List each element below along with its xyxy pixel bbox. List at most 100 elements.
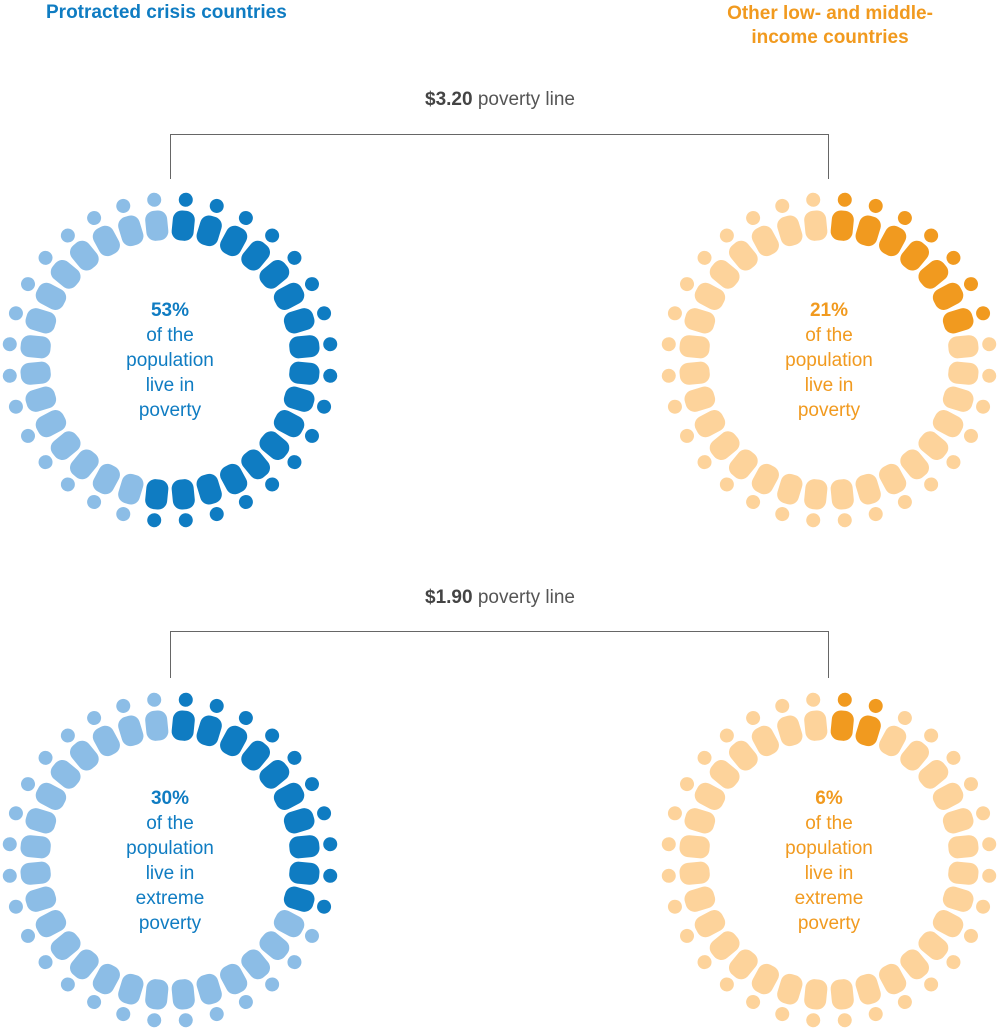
person-icon [680,910,726,943]
person-icon [830,479,854,528]
person-icon [775,973,803,1022]
poverty-line-amount: $3.20 [425,89,473,110]
person-icon [289,335,338,359]
person-icon [661,361,710,385]
ring-center-label: 6% of the population live in extreme pov… [754,786,904,936]
person-icon [21,910,67,943]
person-icon [719,228,758,271]
person-icon [60,728,99,771]
center-line: live in [145,375,195,396]
person-icon [746,211,779,257]
person-icon [116,473,144,522]
person-icon [667,806,716,834]
center-line: of the [805,813,853,834]
bracket-connector-190 [170,631,829,678]
person-icon [241,728,280,771]
person-icon [38,431,81,470]
ring-center-label: 21% of the population live in poverty [754,298,904,423]
person-icon [830,692,854,741]
percent-value: 21% [809,300,849,321]
person-icon [220,211,253,257]
person-icon [8,306,57,334]
person-icon [241,228,280,271]
poverty-line-text: poverty line [477,587,575,608]
person-icon [661,861,710,885]
person-icon [667,386,716,414]
person-icon [196,473,224,522]
person-icon [87,463,120,509]
poverty-line-label-190: $1.90 poverty line [300,587,700,609]
person-icon [932,910,978,943]
person-icon [38,931,81,970]
person-icon [273,910,319,943]
person-icon [116,698,144,747]
person-icon [60,449,99,492]
person-icon [719,949,758,992]
person-icon [145,479,169,528]
person-icon [661,835,710,859]
person-icon [680,277,726,310]
person-icon [21,777,67,810]
person-icon [697,250,740,289]
center-line: live in [804,375,854,396]
person-icon [900,728,939,771]
person-icon [196,973,224,1022]
ring-center-label: 53% of the population live in poverty [95,298,245,423]
person-icon [900,228,939,271]
person-icon [667,886,716,914]
center-line: live in [804,863,854,884]
person-icon [2,835,51,859]
person-icon [680,777,726,810]
center-line: poverty [138,913,202,934]
poverty-line-text: poverty line [477,89,575,110]
person-icon [932,777,978,810]
center-line: poverty [797,913,861,934]
person-icon [775,473,803,522]
person-icon [87,963,120,1009]
person-icon [918,431,961,470]
person-icon [746,463,779,509]
header-other-countries: Other low- and middle-income countries [727,3,933,48]
person-icon [241,949,280,992]
person-icon [932,410,978,443]
person-icon [697,750,740,789]
people-ring-protracted-320 [2,192,338,528]
center-line: poverty [797,400,861,421]
person-icon [900,949,939,992]
person-icon [259,431,302,470]
center-line: live in [145,863,195,884]
person-icon [283,806,332,834]
center-line: population [126,350,214,371]
person-icon [38,750,81,789]
person-icon [746,963,779,1009]
person-icon [87,211,120,257]
person-icon [289,861,338,885]
person-icon [171,192,195,241]
person-icon [259,931,302,970]
person-icon [145,192,169,241]
bracket-connector-320 [170,134,829,179]
person-icon [116,198,144,247]
person-icon [879,963,912,1009]
person-icon [145,979,169,1028]
person-icon [948,835,997,859]
percent-value: 53% [150,300,190,321]
center-line: of the [805,325,853,346]
person-icon [171,692,195,741]
person-icon [697,931,740,970]
person-icon [283,306,332,334]
person-icon [2,861,51,885]
person-icon [283,386,332,414]
person-icon [196,198,224,247]
percent-value: 6% [815,788,843,809]
people-ring-other-320 [661,192,997,528]
person-icon [942,386,991,414]
person-icon [171,479,195,528]
center-line: population [785,350,873,371]
header-protracted-crisis: Protracted crisis countries [46,2,287,23]
person-icon [918,250,961,289]
person-icon [948,861,997,885]
person-icon [2,335,51,359]
person-icon [116,973,144,1022]
percent-value: 30% [150,788,190,809]
